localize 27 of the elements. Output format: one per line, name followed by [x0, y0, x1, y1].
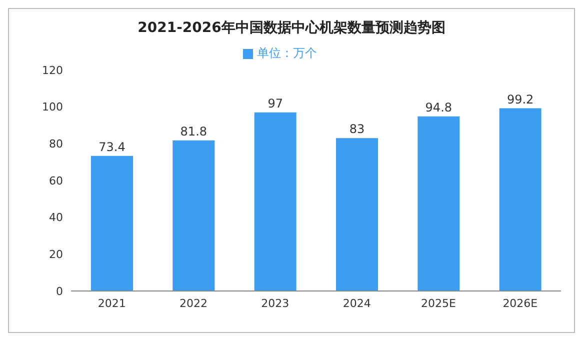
data-label: 99.2 [506, 92, 534, 106]
x-tick-label: 2022 [180, 296, 208, 310]
bar [336, 138, 378, 291]
legend-label: 单位：万个 [257, 46, 317, 60]
bar [499, 108, 542, 291]
x-tick-label: 2021 [98, 296, 126, 310]
bar [91, 156, 133, 291]
bar [172, 140, 215, 291]
data-label: 73.4 [98, 140, 126, 154]
x-tick-label: 2026E [502, 296, 538, 310]
y-tick-label: 60 [49, 174, 63, 188]
data-label: 94.8 [425, 100, 452, 114]
y-tick-label: 100 [42, 100, 63, 114]
y-tick-label: 120 [42, 64, 63, 77]
y-tick-label: 80 [49, 138, 63, 151]
data-label: 83 [349, 122, 365, 136]
data-label: 81.8 [180, 124, 208, 138]
data-label: 97 [268, 96, 283, 110]
y-tick-label: 20 [49, 248, 63, 262]
y-tick-label: 40 [49, 211, 63, 224]
bar [254, 112, 296, 291]
x-tick-label: 2023 [261, 296, 290, 310]
x-tick-label: 2024 [342, 296, 371, 310]
y-tick-label: 0 [56, 284, 63, 298]
chart-title: 2021-2026年中国数据中心机架数量预测趋势图 [136, 18, 446, 38]
bar [418, 116, 460, 291]
x-tick-label: 2025E [421, 296, 456, 310]
